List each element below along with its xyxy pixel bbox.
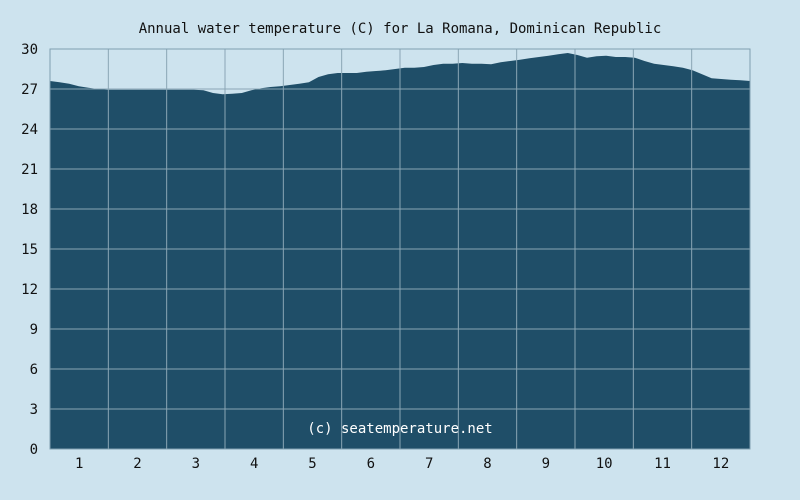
x-tick-label: 2	[133, 456, 141, 472]
x-tick-label: 10	[596, 456, 613, 472]
x-tick-label: 5	[308, 456, 316, 472]
x-axis-tick-labels: 1 2 3 4 5 6 7 8 9 10 11 12	[75, 456, 729, 472]
chart-title: Annual water temperature (C) for La Roma…	[139, 21, 662, 37]
x-tick-label: 8	[483, 456, 491, 472]
y-axis-tick-labels: 0 3 6 9 12 15 18 21 24 27 30	[21, 42, 38, 458]
x-tick-label: 11	[654, 456, 671, 472]
x-tick-label: 9	[542, 456, 550, 472]
y-tick-label: 3	[30, 402, 38, 418]
x-tick-label: 12	[712, 456, 729, 472]
x-tick-label: 4	[250, 456, 258, 472]
y-tick-label: 18	[21, 202, 38, 218]
copyright-credit: (c) seatemperature.net	[307, 421, 492, 437]
y-tick-label: 27	[21, 82, 38, 98]
y-tick-label: 12	[21, 282, 38, 298]
x-tick-label: 6	[367, 456, 375, 472]
y-tick-label: 30	[21, 42, 38, 58]
x-tick-label: 7	[425, 456, 433, 472]
y-tick-label: 9	[30, 322, 38, 338]
y-tick-label: 21	[21, 162, 38, 178]
y-tick-label: 15	[21, 242, 38, 258]
y-tick-label: 0	[30, 442, 38, 458]
grid-lines	[50, 49, 750, 449]
x-tick-label: 1	[75, 456, 83, 472]
plot-area-border	[49, 48, 751, 450]
y-tick-label: 24	[21, 122, 38, 138]
y-tick-label: 6	[30, 362, 38, 378]
x-tick-label: 3	[192, 456, 200, 472]
